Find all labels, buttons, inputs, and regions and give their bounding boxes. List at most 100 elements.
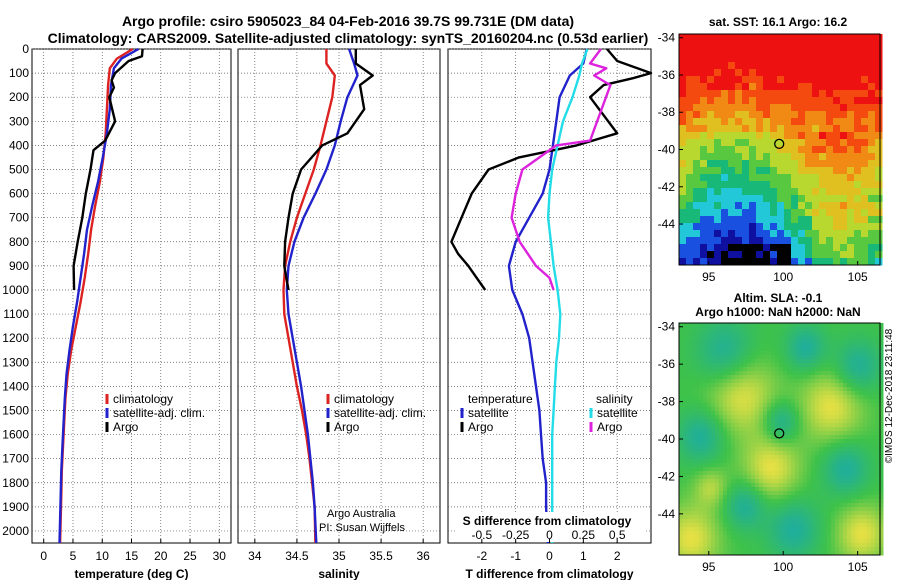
map-cell: [867, 439, 872, 444]
map-cell: [835, 511, 840, 516]
map-cell: [847, 383, 852, 388]
map-cell: [783, 367, 788, 372]
map-cell: [687, 363, 692, 368]
map-cell: [875, 132, 883, 140]
map-cell: [871, 395, 876, 400]
map-cell: [783, 371, 788, 376]
map-cell: [803, 459, 808, 464]
map-cell: [831, 519, 836, 524]
y-tick-label: 300: [9, 114, 29, 128]
map-cell: [863, 335, 868, 340]
map-cell: [775, 383, 780, 388]
map-cell: [767, 463, 772, 468]
map-cell: [783, 391, 788, 396]
map-cell: [819, 547, 824, 552]
map-cell: [707, 507, 712, 512]
map-cell: [739, 359, 744, 364]
map-cell: [715, 375, 720, 380]
map-cell: [727, 367, 732, 372]
map-cell: [815, 415, 820, 420]
map-cell: [699, 495, 704, 500]
map-cell: [839, 471, 844, 476]
map-cell: [703, 395, 708, 400]
map-cell: [823, 359, 828, 364]
map-cell: [679, 543, 684, 548]
map-cell: [812, 118, 820, 126]
map-cell: [742, 223, 750, 231]
map-cell: [703, 351, 708, 356]
map-cell: [819, 475, 824, 480]
series-line-salinity-satellite: [546, 48, 589, 543]
map-cell: [875, 411, 880, 416]
map-cell: [827, 359, 832, 364]
map-cell: [859, 431, 864, 436]
map-cell: [847, 435, 852, 440]
map-cell: [735, 383, 740, 388]
map-cell: [759, 479, 764, 484]
map-cell: [727, 531, 732, 536]
map-cell: [775, 543, 780, 548]
map-cell: [791, 439, 796, 444]
map-cell: [735, 323, 740, 328]
map-cell: [798, 97, 806, 105]
map-cell: [735, 216, 743, 224]
y-tick-label: 600: [9, 187, 29, 201]
map-cell: [687, 495, 692, 500]
map-cell: [727, 407, 732, 412]
map-cell: [728, 104, 736, 112]
map-cell: [679, 258, 687, 266]
map-cell: [791, 48, 799, 56]
map-cell: [835, 395, 840, 400]
map-cell: [831, 323, 836, 328]
map-cell: [831, 435, 836, 440]
map-cell: [691, 371, 696, 376]
map-cell: [775, 391, 780, 396]
map-cell: [707, 451, 712, 456]
map-cell: [823, 379, 828, 384]
map-cell: [691, 427, 696, 432]
map-cell: [703, 531, 708, 536]
imos-credit: ©IMOS 12-Dec-2018 23:11:48: [884, 328, 895, 463]
map-cell: [784, 216, 792, 224]
map-cell: [707, 443, 712, 448]
map-cell: [735, 339, 740, 344]
map-cell: [699, 403, 704, 408]
map-cell: [823, 391, 828, 396]
map-cell: [763, 230, 771, 238]
map-cell: [879, 379, 884, 384]
map-cell: [687, 535, 692, 540]
map-cell: [743, 535, 748, 540]
map-cell: [787, 415, 792, 420]
map-cell: [827, 347, 832, 352]
map-cell: [795, 335, 800, 340]
map-cell: [815, 427, 820, 432]
map-cell: [771, 387, 776, 392]
map-cell: [699, 375, 704, 380]
map-cell: [695, 455, 700, 460]
map-cell: [815, 447, 820, 452]
map-cell: [679, 551, 684, 556]
map-cell: [683, 335, 688, 340]
map-cell: [807, 499, 812, 504]
map-cell: [770, 188, 778, 196]
map-cell: [679, 379, 684, 384]
map-cell: [731, 323, 736, 328]
map-cell: [807, 375, 812, 380]
map-cell: [721, 160, 729, 168]
map-cell: [875, 503, 880, 508]
sst-map-panel: sat. SST: 16.1 Argo: 16.295 100 105-34-36-…: [658, 15, 883, 284]
map-cell: [683, 463, 688, 468]
map-cell: [791, 251, 799, 259]
map-cell: [875, 34, 883, 42]
map-cell: [795, 427, 800, 432]
map-cell: [863, 515, 868, 520]
map-cell: [855, 371, 860, 376]
map-cell: [871, 475, 876, 480]
map-cell: [791, 503, 796, 508]
map-cell: [847, 415, 852, 420]
map-cell: [763, 41, 771, 49]
map-cell: [693, 62, 701, 70]
map-cell: [735, 363, 740, 368]
map-cell: [871, 367, 876, 372]
map-cell: [847, 202, 855, 210]
